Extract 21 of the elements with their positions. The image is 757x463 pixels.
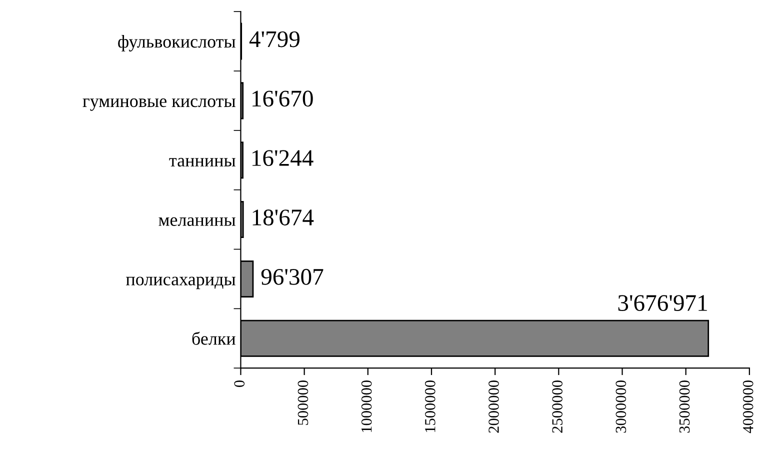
y-tick-label: фульвокислоты: [118, 35, 236, 52]
data-label: 18'674: [252, 210, 314, 226]
y-tick-label: полисахариды: [126, 276, 236, 290]
x-tick-label: 1000000: [361, 380, 372, 432]
x-tick-label: 2000000: [488, 380, 499, 433]
data-label: 4'799: [249, 31, 300, 48]
x-tick-label: 0: [234, 380, 245, 387]
x-tick-label: 500000: [298, 380, 308, 425]
data-label: 16'244: [252, 150, 314, 166]
data-label: 96'307: [261, 268, 324, 285]
x-tick-label: 1500000: [425, 380, 436, 432]
x-tick-label: 3000000: [616, 380, 626, 433]
y-tick-label: меланины: [158, 217, 236, 226]
y-tick-label: белки: [192, 332, 236, 345]
x-tick-label: 3500000: [679, 380, 690, 433]
y-tick-label: таннины: [169, 158, 236, 167]
x-tick-label: 2500000: [552, 380, 562, 433]
data-label: 3'676'971: [618, 295, 707, 311]
x-tick-label: 4000000: [742, 380, 754, 434]
y-tick-label: гуминовые кислоты: [82, 98, 236, 111]
data-label: 16'670: [252, 90, 313, 107]
